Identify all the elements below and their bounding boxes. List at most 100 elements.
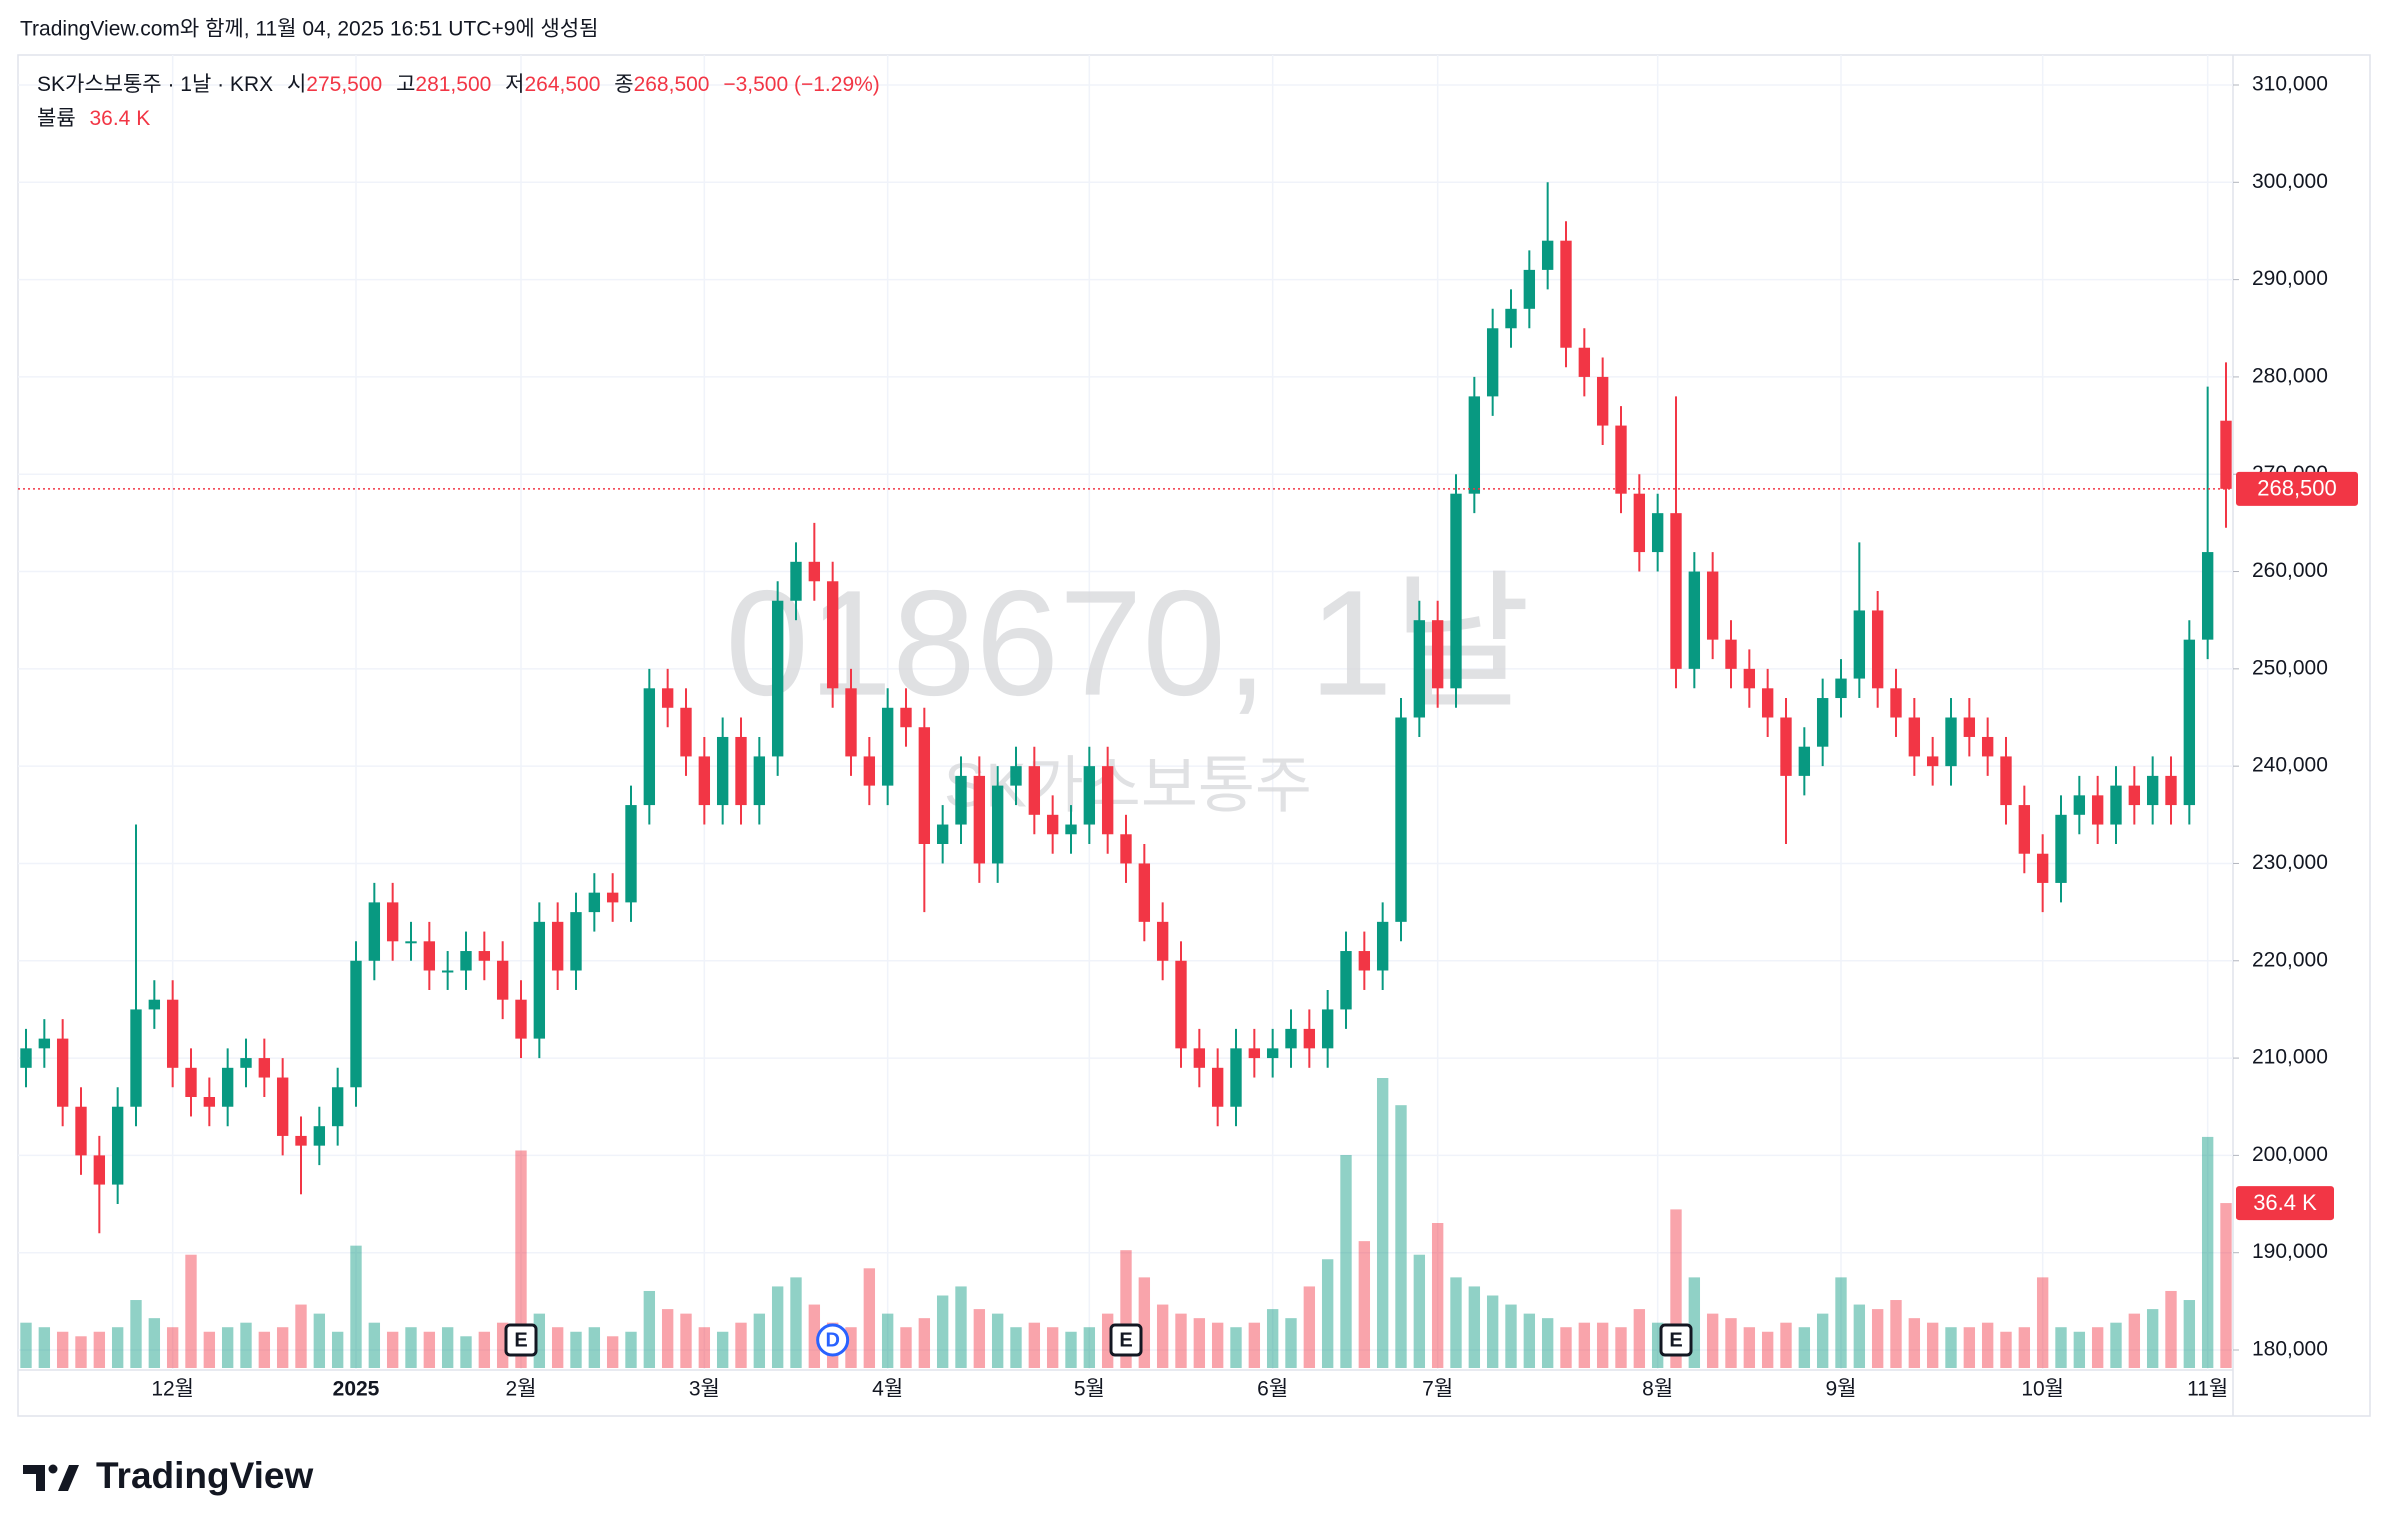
- candle-body: [368, 902, 381, 961]
- volume-bar: [1541, 1318, 1554, 1368]
- volume-bar: [1120, 1250, 1132, 1368]
- candle-body: [2073, 795, 2086, 815]
- candle-body: [1926, 756, 1939, 767]
- candle-body: [936, 824, 949, 844]
- legend-high: 281,500: [415, 73, 491, 96]
- volume-bar: [1651, 1322, 1664, 1368]
- legend-low: 264,500: [524, 73, 600, 96]
- volume-bar: [1670, 1209, 1682, 1368]
- candle-body: [478, 951, 491, 961]
- volume-bar: [1340, 1155, 1352, 1368]
- candle-body: [1670, 513, 1682, 669]
- candle-body: [1871, 610, 1884, 689]
- candle-body: [295, 1135, 307, 1146]
- candle-body: [588, 892, 601, 913]
- x-tick-label: 11월: [2187, 1378, 2228, 1401]
- volume-tag-label: 36.4 K: [2253, 1190, 2317, 1215]
- volume-bar: [1193, 1318, 1206, 1368]
- candle-body: [2055, 814, 2067, 883]
- candle-body: [221, 1067, 234, 1107]
- candle-body: [1835, 678, 1847, 699]
- volume-bar: [2091, 1327, 2104, 1368]
- candle-body: [643, 688, 656, 806]
- volume-bar: [973, 1309, 986, 1368]
- volume-bar: [1798, 1327, 1811, 1368]
- candle-body: [1156, 921, 1169, 961]
- price-tag: [2236, 471, 2358, 506]
- event-label: E: [514, 1329, 527, 1351]
- volume-bar: [2201, 1136, 2214, 1368]
- volume-bar: [1816, 1313, 1829, 1368]
- volume-bar: [75, 1336, 87, 1368]
- volume-bar: [735, 1322, 747, 1368]
- candle-body: [570, 912, 582, 971]
- volume-bar: [991, 1313, 1004, 1368]
- volume-bar: [1743, 1327, 1756, 1368]
- candle-body: [1963, 717, 1976, 737]
- volume-bar: [2165, 1290, 2177, 1368]
- volume-bar: [1046, 1327, 1059, 1368]
- candle-body: [441, 970, 454, 973]
- candle-body: [1816, 698, 1829, 747]
- legend-volume-line: 볼륨 36.4 K: [37, 107, 150, 130]
- volume-bar: [20, 1322, 32, 1368]
- y-tick-label: 190,000: [2252, 1240, 2328, 1263]
- volume-bar: [643, 1290, 656, 1368]
- event-badge: [816, 1323, 850, 1357]
- candle-body: [1945, 717, 1957, 767]
- volume-bar: [1248, 1322, 1261, 1368]
- candle-body: [2018, 805, 2031, 854]
- volume-bar: [1303, 1286, 1316, 1368]
- volume-bar: [680, 1313, 692, 1368]
- x-tick-label: 2월: [506, 1378, 537, 1401]
- y-tick-label: 280,000: [2252, 364, 2328, 387]
- candle-body: [313, 1126, 326, 1146]
- candle-body: [1340, 951, 1352, 1010]
- volume-bar: [1926, 1322, 1939, 1368]
- volume-bar: [2128, 1313, 2141, 1368]
- volume-bar: [1321, 1259, 1334, 1368]
- candle-body: [2000, 756, 2012, 806]
- volume-bar: [2036, 1277, 2049, 1368]
- candle-body: [423, 941, 436, 971]
- volume-bar: [2146, 1309, 2159, 1368]
- candle-body: [75, 1106, 87, 1156]
- y-tick-label: 310,000: [2252, 73, 2328, 96]
- volume-bar: [350, 1245, 362, 1368]
- volume-bar: [1853, 1304, 1866, 1368]
- y-tick-label: 260,000: [2252, 559, 2328, 582]
- volume-bar: [1945, 1327, 1957, 1368]
- candle-body: [2146, 775, 2159, 806]
- x-tick-label: 10월: [2021, 1378, 2064, 1401]
- legend-volume-label: 볼륨: [37, 107, 76, 130]
- candle-body: [1761, 688, 1774, 718]
- candle-body: [405, 941, 417, 944]
- candle-body: [845, 688, 857, 757]
- volume-bar: [1780, 1322, 1792, 1368]
- volume-bar: [1083, 1327, 1096, 1368]
- candle-body: [93, 1155, 106, 1185]
- volume-bar: [1101, 1313, 1114, 1368]
- x-tick-label: 2025: [333, 1378, 380, 1401]
- volume-bar: [1633, 1309, 1646, 1368]
- volume-bar: [368, 1322, 381, 1368]
- candle-body: [826, 581, 839, 689]
- candle-body: [1248, 1048, 1261, 1059]
- legend-open-label: 시: [287, 73, 306, 96]
- candle-body: [1321, 1009, 1334, 1049]
- volume-bar: [1431, 1223, 1444, 1368]
- volume-bar: [166, 1327, 179, 1368]
- volume-bar: [1596, 1322, 1609, 1368]
- volume-bar: [1871, 1309, 1884, 1368]
- candle-body: [1615, 425, 1627, 494]
- y-tick-label: 210,000: [2252, 1046, 2328, 1069]
- candle-body: [1596, 376, 1609, 426]
- volume-bar: [203, 1331, 216, 1368]
- volume-bar: [588, 1327, 601, 1368]
- volume-bar: [716, 1331, 729, 1368]
- legend-line: SK가스보통주 · 1날 · KRX 시275,500 고281,500 저26…: [37, 73, 880, 96]
- volume-bar: [1560, 1327, 1572, 1368]
- event-label: D: [825, 1329, 839, 1351]
- volume-bar: [38, 1327, 51, 1368]
